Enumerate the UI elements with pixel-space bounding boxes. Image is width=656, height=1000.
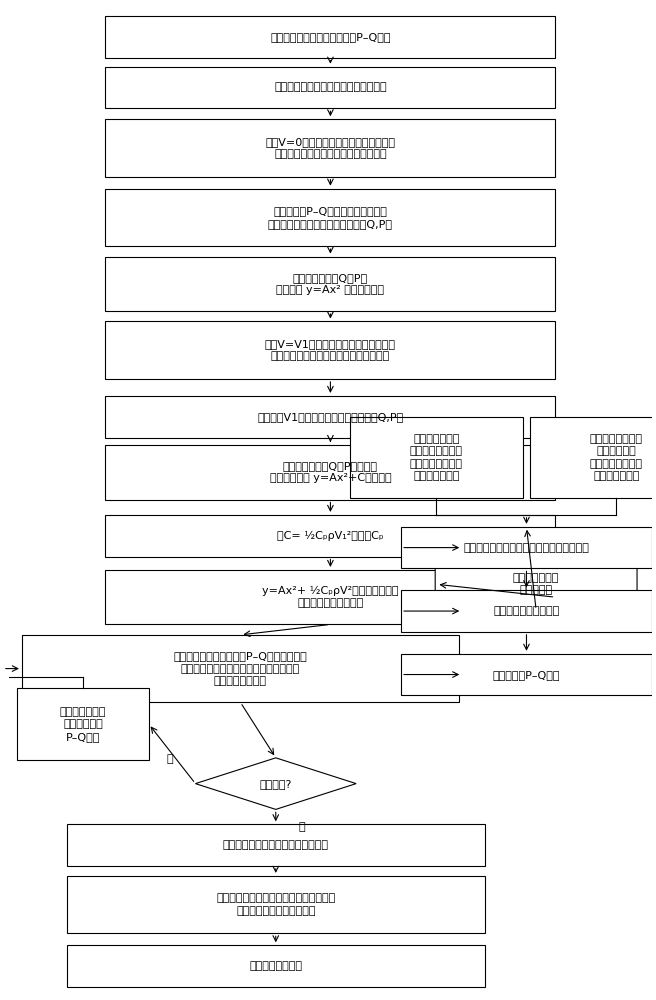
Text: 利用风扇的P–Q曲线和基准散热器的
空气流量找到基准风扇的工作点（Q,P）: 利用风扇的P–Q曲线和基准散热器的 空气流量找到基准风扇的工作点（Q,P） [268,206,393,229]
Text: 获得基准风扇在不同电压下的P–Q曲线: 获得基准风扇在不同电压下的P–Q曲线 [270,32,391,42]
FancyBboxPatch shape [106,119,556,177]
FancyBboxPatch shape [106,189,556,246]
FancyBboxPatch shape [401,527,652,568]
Text: 校核车辆在校核用典型工况下的散热需求量: 校核车辆在校核用典型工况下的散热需求量 [464,543,590,553]
FancyBboxPatch shape [67,945,485,987]
FancyBboxPatch shape [401,654,652,695]
Text: 冷却模块最终方案: 冷却模块最终方案 [249,961,302,971]
FancyBboxPatch shape [106,515,556,557]
FancyBboxPatch shape [529,417,656,498]
FancyBboxPatch shape [106,570,556,624]
FancyBboxPatch shape [401,590,652,632]
Text: 车速V=V1，试验舱中测量基准散热器前
的风速；求出流经基准散热器的空气流量: 车速V=V1，试验舱中测量基准散热器前 的风速；求出流经基准散热器的空气流量 [265,339,396,361]
Text: 将基准风扇和基准散热器安装在整车上: 将基准风扇和基准散热器安装在整车上 [274,82,387,92]
Text: y=Ax²+ ½CₚρV²即为不同车速下
对应的整车全阻抗曲线: y=Ax²+ ½CₚρV²即为不同车速下 对应的整车全阻抗曲线 [262,586,399,608]
Text: 满足性能要求的冷却模块方案及参数: 满足性能要求的冷却模块方案及参数 [223,840,329,850]
Text: 将三个以上的（Q，P）坐标点
用另一条曲线 y=Ax²+C进行拟合: 将三个以上的（Q，P）坐标点 用另一条曲线 y=Ax²+C进行拟合 [270,461,391,483]
FancyBboxPatch shape [67,876,485,933]
Text: 满足要求?: 满足要求? [260,779,292,789]
Text: 得到整车平台的
全阻抗曲线: 得到整车平台的 全阻抗曲线 [513,573,560,595]
Text: 匹配散热器的换热性能: 匹配散热器的换热性能 [493,606,560,616]
Text: 将三个以上的（Q，P）
坐标点用 y=Ax² 曲线进行拟合: 将三个以上的（Q，P） 坐标点用 y=Ax² 曲线进行拟合 [276,273,384,295]
Text: 令C= ½CₚρV₁²，求解Cₚ: 令C= ½CₚρV₁²，求解Cₚ [277,531,384,541]
Text: 找到车速V1条件下基准风扇的工作点（Q,P）: 找到车速V1条件下基准风扇的工作点（Q,P） [257,412,403,422]
FancyBboxPatch shape [67,824,485,866]
FancyBboxPatch shape [106,396,556,438]
FancyBboxPatch shape [435,552,637,617]
FancyBboxPatch shape [22,635,459,702]
FancyBboxPatch shape [106,67,556,108]
FancyBboxPatch shape [106,257,556,311]
Text: 发动机台架试验
确定发动机在不同
转速、不同负荷下
对应的散热需求: 发动机台架试验 确定发动机在不同 转速、不同负荷下 对应的散热需求 [410,434,463,481]
Text: 否: 否 [167,754,173,764]
FancyBboxPatch shape [106,445,556,500]
FancyBboxPatch shape [350,417,523,498]
Text: 车速V=0，试验舱中测量基准散热器前的
风速；求出流经基准散热器的空气流量: 车速V=0，试验舱中测量基准散热器前的 风速；求出流经基准散热器的空气流量 [266,137,396,159]
FancyBboxPatch shape [17,688,149,760]
Text: 综合考虑校核工况点下风扇效率、噪音、
成本选择最优冷却模块方案: 综合考虑校核工况点下风扇效率、噪音、 成本选择最优冷却模块方案 [216,893,335,916]
Text: 利用仿真软件计算
出校核用典型
工况下发动机对应
的转速和扭矩值: 利用仿真软件计算 出校核用典型 工况下发动机对应 的转速和扭矩值 [590,434,643,481]
Text: 匹配风扇的P–Q曲线: 匹配风扇的P–Q曲线 [493,670,560,680]
Text: 全阻抗曲线与匹配风扇的P–Q曲线相交得到
整车状态下的风速，计算出匹配冷却模块
所能提供的散热量: 全阻抗曲线与匹配风扇的P–Q曲线相交得到 整车状态下的风速，计算出匹配冷却模块 … [174,651,307,686]
Text: 更新全阻抗曲线
和匹配风扇的
P–Q曲线: 更新全阻抗曲线 和匹配风扇的 P–Q曲线 [60,707,106,742]
Polygon shape [195,758,356,809]
FancyBboxPatch shape [106,321,556,379]
Text: 是: 是 [298,822,305,832]
FancyBboxPatch shape [106,16,556,58]
